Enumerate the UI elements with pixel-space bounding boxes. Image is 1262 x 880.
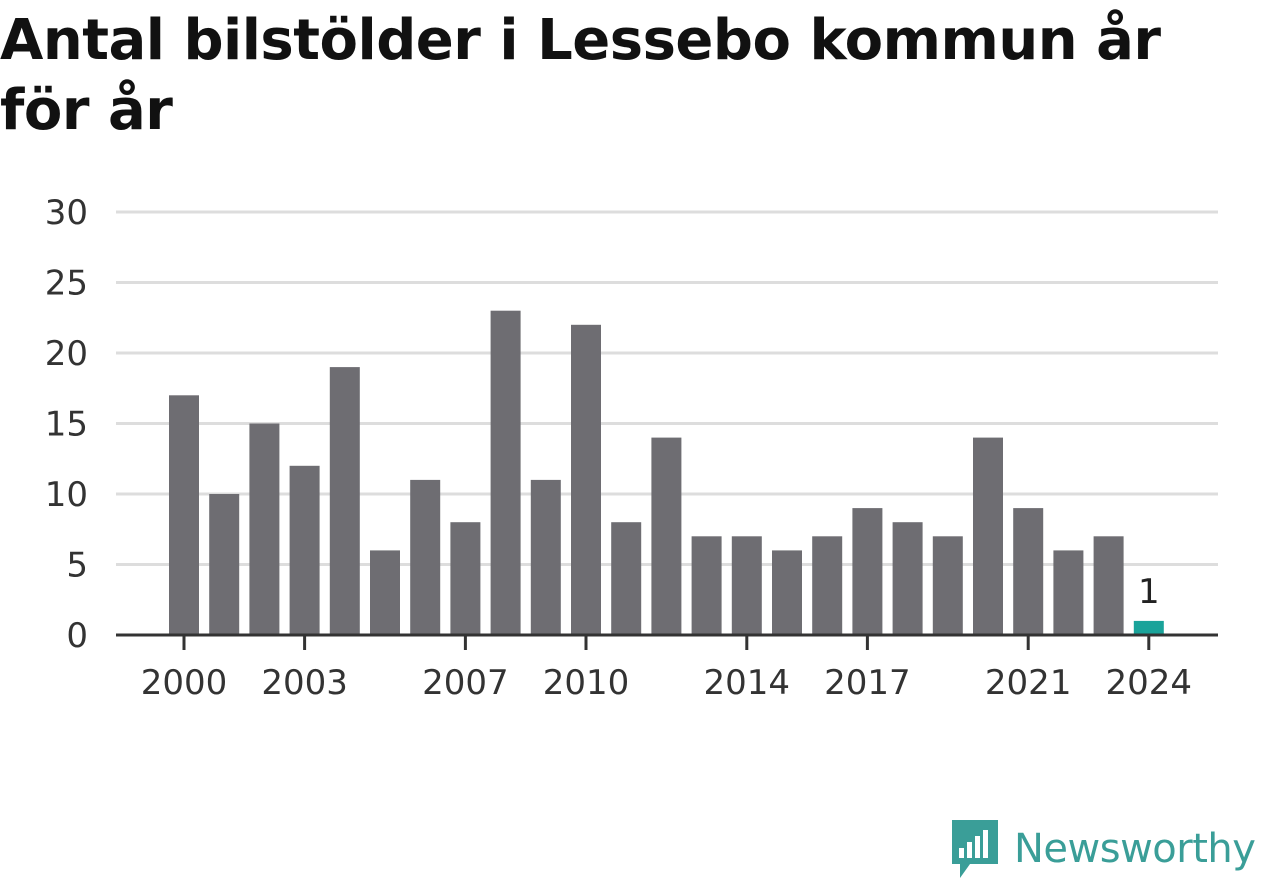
bar-2010	[571, 324, 601, 635]
bar-2007	[450, 522, 481, 635]
bar-2006	[410, 479, 441, 635]
bar-2021	[1013, 508, 1044, 635]
bar-2002	[249, 423, 280, 635]
x-tick-label: 2007	[422, 663, 509, 703]
brand-name: Newsworthy	[1014, 826, 1256, 872]
highlight-data-label: 1	[1138, 572, 1160, 612]
x-tick-label: 2010	[543, 663, 630, 703]
bar-2016	[812, 536, 843, 635]
y-tick-label: 0	[66, 616, 88, 656]
bar-2011	[611, 522, 642, 635]
bar-2015	[772, 550, 802, 635]
y-tick-label: 20	[45, 334, 88, 374]
x-axis-ticks: 2000 2003 2007 2010 2014 2017 2021 2024	[141, 635, 1192, 703]
bar-2017	[852, 508, 883, 635]
bars	[169, 310, 1164, 635]
bar-2023	[1093, 536, 1124, 635]
x-tick-label: 2017	[824, 663, 911, 703]
annotations: 1	[1138, 572, 1160, 612]
newsworthy-logo-icon	[952, 820, 998, 878]
y-tick-label: 5	[66, 546, 88, 586]
chart-title: Antal bilstölder i Lessebo kommun år för…	[0, 8, 1161, 143]
bar-2009	[530, 479, 561, 635]
bar-2001	[209, 494, 240, 635]
y-tick-label: 30	[45, 193, 88, 233]
bar-2013	[691, 536, 722, 635]
bar-2020	[973, 437, 1003, 635]
x-tick-label: 2000	[141, 663, 228, 703]
x-tick-label: 2014	[704, 663, 791, 703]
newsworthy-logo: Newsworthy	[950, 818, 1256, 880]
bar-2000	[169, 395, 199, 635]
x-tick-label: 2003	[261, 663, 348, 703]
bar-2003	[289, 465, 320, 635]
y-tick-label: 15	[45, 405, 88, 445]
bar-2004	[329, 367, 360, 635]
y-tick-label: 10	[45, 475, 88, 515]
x-tick-label: 2021	[985, 663, 1072, 703]
bar-2014	[731, 536, 762, 635]
bar-2005	[370, 550, 400, 635]
y-axis-tick-labels: 0 5 10 15 20 25 30	[45, 193, 88, 656]
y-tick-label: 25	[45, 264, 88, 304]
bar-2019	[932, 536, 963, 635]
x-tick-label: 2024	[1106, 663, 1193, 703]
bar-2022	[1053, 550, 1084, 635]
bar-2018	[892, 522, 923, 635]
bar-2012	[651, 437, 682, 635]
bar-2008	[490, 310, 521, 635]
bar-2024	[1133, 620, 1164, 635]
